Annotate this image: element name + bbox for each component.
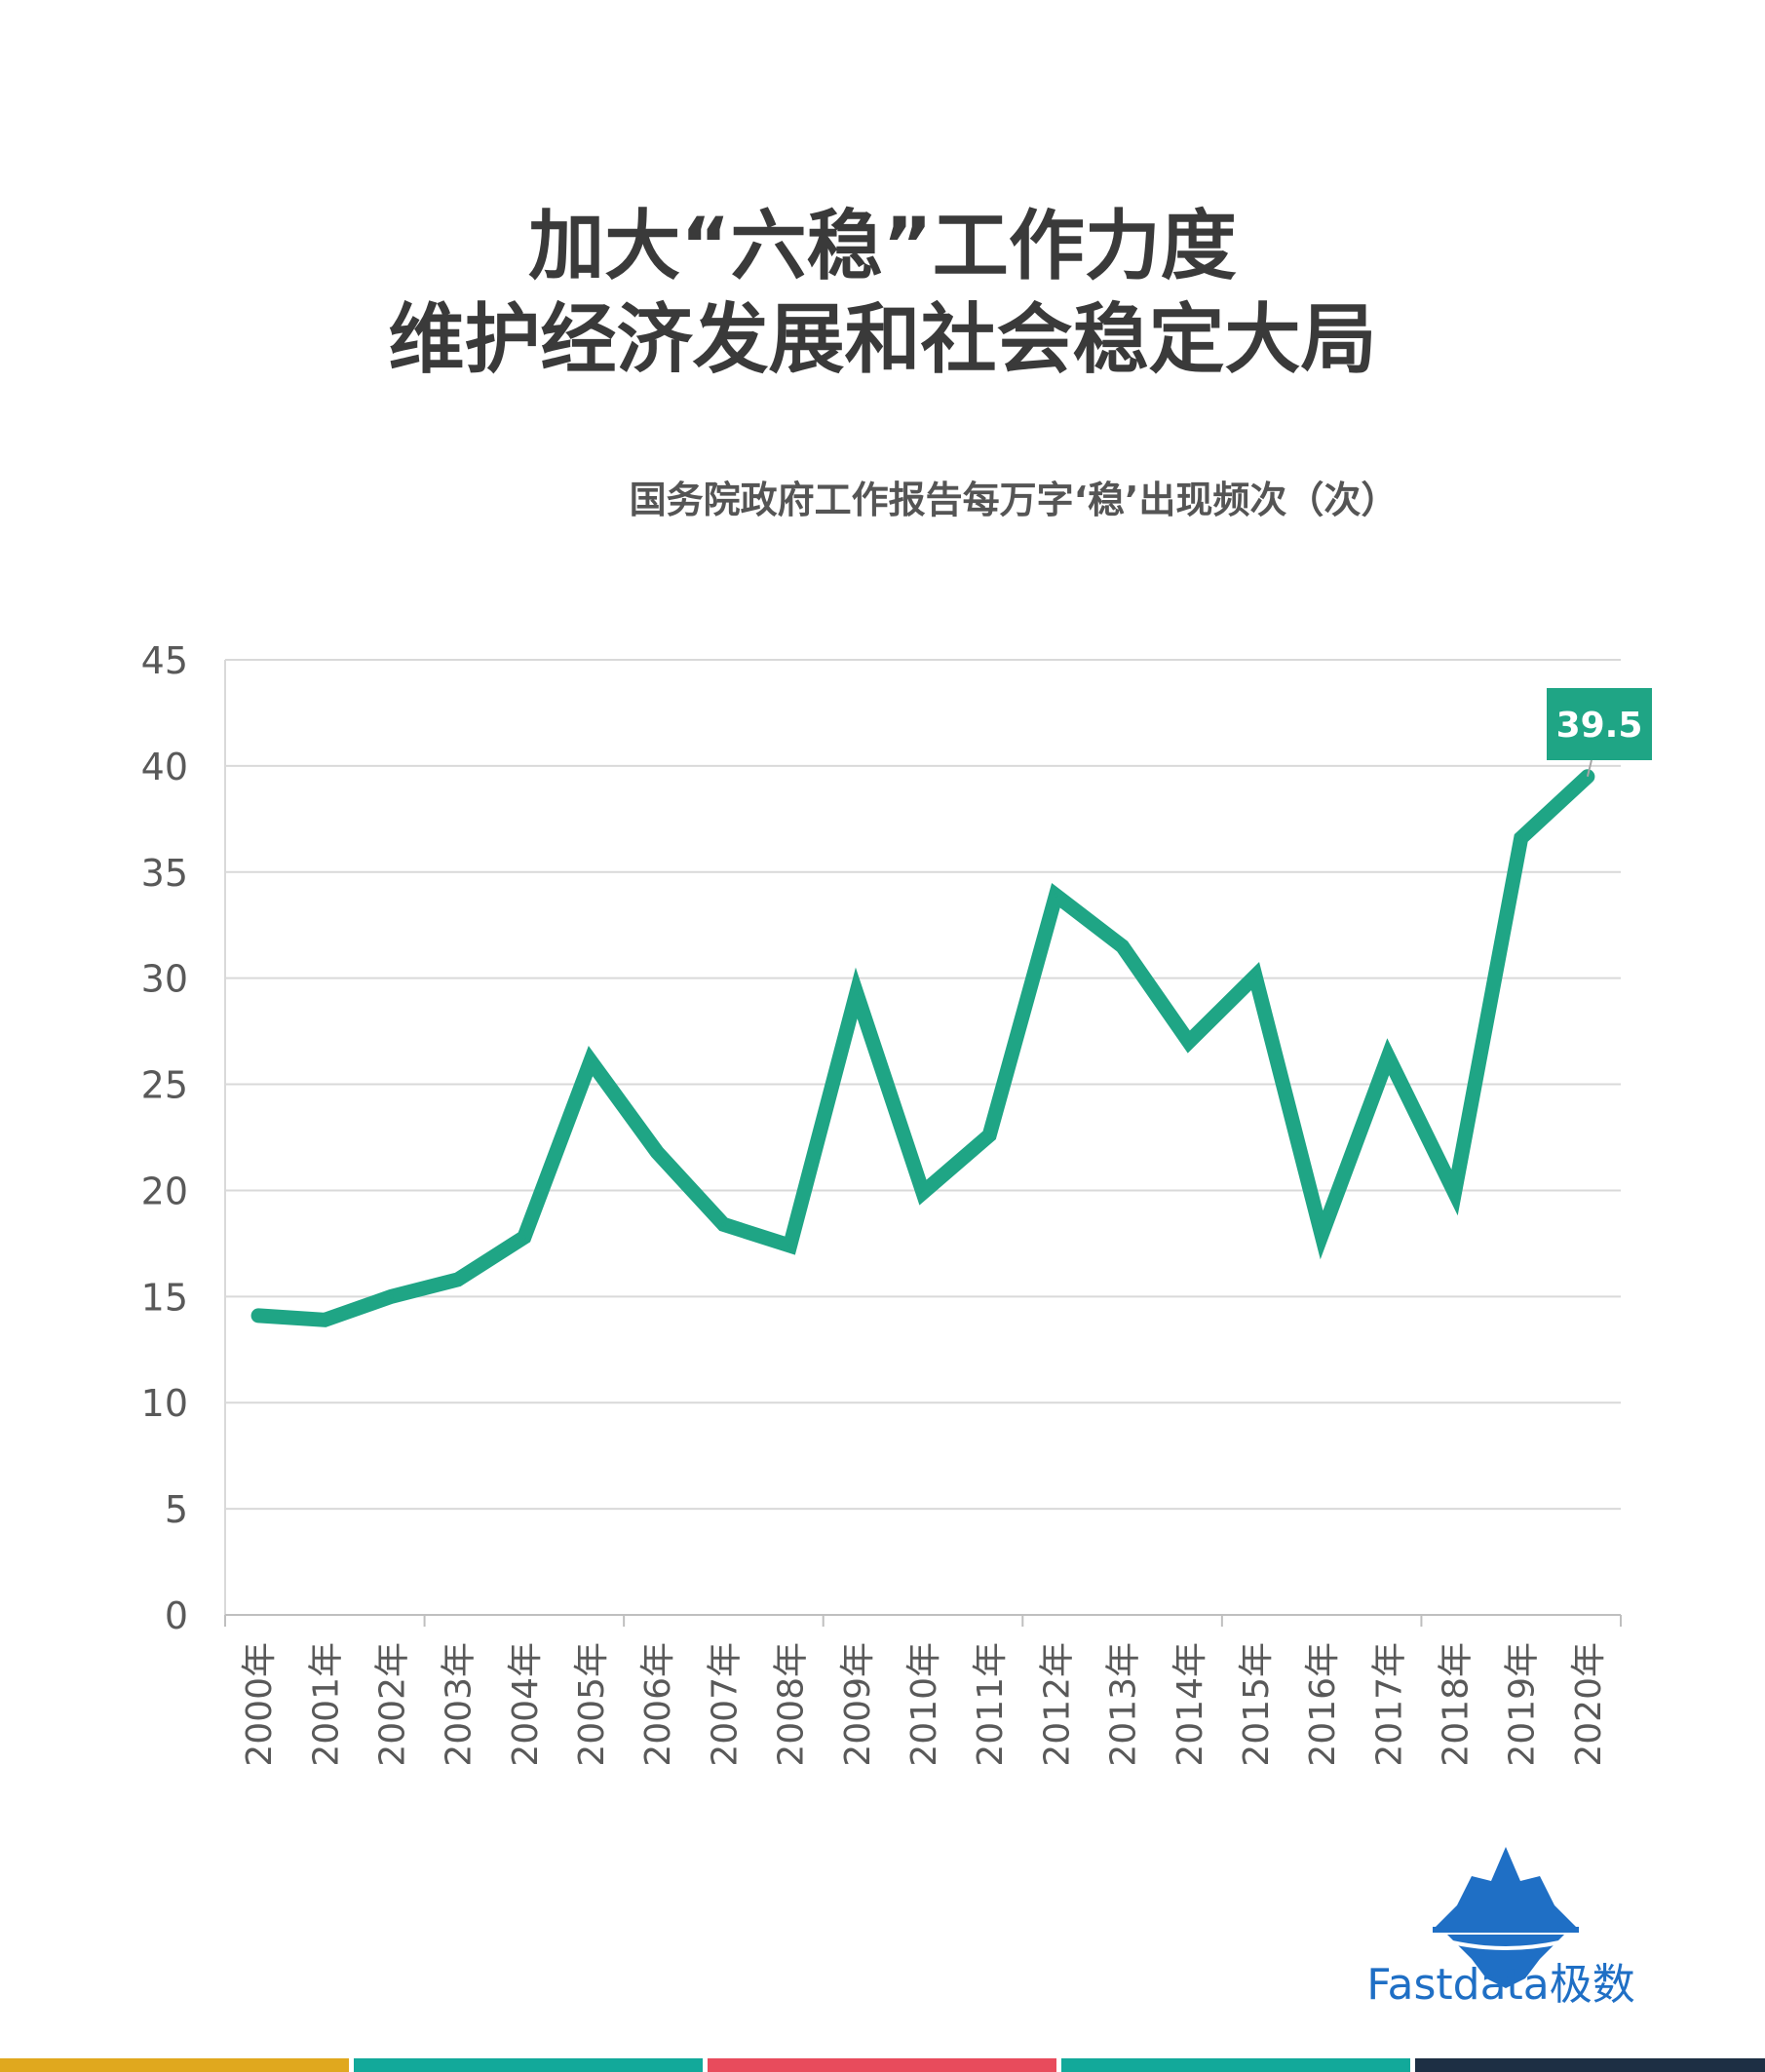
chart-title-line2: 维护经济发展和社会稳定大局: [388, 296, 1377, 384]
x-tick-label: 2003年: [440, 1642, 480, 1767]
bottom-bar-segment-5: [1415, 2058, 1765, 2072]
y-tick-label: 25: [141, 1064, 188, 1107]
bottom-bar-segment-4: [1061, 2058, 1410, 2072]
x-tick-label: 2005年: [572, 1642, 612, 1767]
data-point: [1518, 835, 1523, 840]
x-tick-label: 2007年: [705, 1642, 745, 1767]
x-tick-label: 2019年: [1503, 1642, 1543, 1767]
x-tick-label: 2000年: [240, 1642, 280, 1767]
x-tick-label: 2013年: [1104, 1642, 1144, 1767]
x-tick-label: 2018年: [1437, 1642, 1477, 1767]
annotation-leader: [1586, 759, 1592, 778]
data-point: [787, 1244, 792, 1248]
y-tick-label: 0: [165, 1594, 188, 1637]
y-tick-label: 5: [165, 1488, 188, 1531]
x-tick-label: 2008年: [772, 1642, 812, 1767]
data-point: [455, 1277, 460, 1282]
x-tick-label: 2010年: [904, 1642, 944, 1767]
x-tick-label: 2004年: [506, 1642, 546, 1767]
data-point: [721, 1222, 726, 1227]
series-line: [250, 769, 1595, 1327]
data-point: [1320, 1233, 1324, 1238]
x-tick-label: 2017年: [1369, 1642, 1409, 1767]
x-tick-label: 2009年: [838, 1642, 878, 1767]
y-tick-label: 40: [141, 746, 188, 788]
data-point: [987, 1132, 992, 1137]
x-tick-label: 2012年: [1037, 1642, 1077, 1767]
data-point: [1452, 1190, 1457, 1195]
data-point: [1120, 944, 1125, 948]
y-tick-label: 10: [141, 1382, 188, 1425]
bottom-color-bar: [0, 2058, 1765, 2072]
data-point: [655, 1150, 660, 1155]
x-tick-label: 2020年: [1569, 1642, 1609, 1767]
y-tick-label: 20: [141, 1170, 188, 1212]
x-tick-label: 2006年: [638, 1642, 678, 1767]
bottom-bar-segment-3: [708, 2058, 1056, 2072]
x-tick-label: 2001年: [306, 1642, 346, 1767]
chart-title-line1: 加大“六稳”工作力度: [528, 203, 1237, 290]
data-point: [589, 1058, 594, 1063]
data-point: [1386, 1055, 1391, 1059]
iceberg-icon: [1433, 1847, 1579, 1988]
x-tick-label: 2011年: [971, 1642, 1011, 1767]
brand-name: Fastdata极数: [1366, 1960, 1635, 2010]
data-point: [1252, 974, 1257, 978]
annotation-box: [1547, 688, 1652, 760]
data-point: [921, 1190, 925, 1195]
line-chart: 0 5 10 15 20 25 30 35 40 45 2000年 2001年 2002年 2003年 20…: [141, 639, 1652, 1767]
bottom-bar-segment-2: [354, 2058, 703, 2072]
bottom-bar-segment-1: [0, 2058, 349, 2072]
x-tick-label: 2002年: [372, 1642, 412, 1767]
y-tick-label: 30: [141, 958, 188, 1001]
x-tick-label: 2016年: [1303, 1642, 1343, 1767]
data-label: 39.5: [1556, 706, 1643, 746]
data-point: [1186, 1040, 1191, 1044]
chart-subtitle: 国务院政府工作报告每万字‘稳’出现频次（次）: [629, 479, 1399, 521]
chart-title: 加大“六稳”工作力度 维护经济发展和社会稳定大局: [0, 200, 1765, 387]
data-point: [256, 1313, 261, 1318]
x-tick-label: 2014年: [1170, 1642, 1210, 1767]
data-point: [521, 1235, 526, 1240]
data-point: [389, 1294, 394, 1299]
y-tick-label: 45: [141, 639, 188, 682]
y-tick-label: 15: [141, 1276, 188, 1319]
y-tick-label: 35: [141, 852, 188, 895]
data-point: [1054, 893, 1058, 898]
data-point: [323, 1318, 327, 1323]
x-tick-label: 2015年: [1237, 1642, 1277, 1767]
data-point: [854, 990, 859, 995]
